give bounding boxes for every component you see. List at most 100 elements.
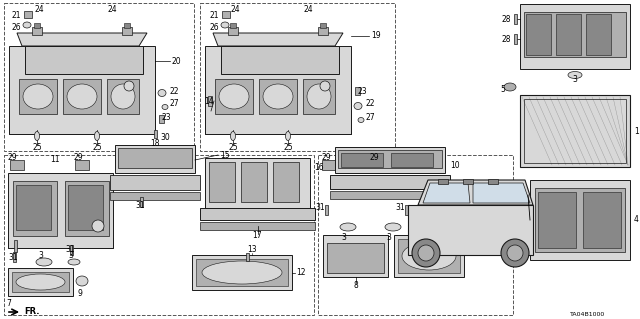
Bar	[8, 268, 73, 296]
Bar	[19, 79, 57, 114]
Bar	[327, 243, 384, 273]
Bar	[63, 79, 101, 114]
Bar	[13, 181, 57, 236]
Text: 28: 28	[502, 34, 511, 43]
Bar	[228, 27, 238, 35]
Bar	[159, 115, 164, 123]
Text: 10: 10	[450, 160, 460, 169]
Text: 7: 7	[6, 300, 11, 308]
Bar	[4, 3, 194, 151]
Bar	[68, 185, 103, 230]
Text: 15: 15	[220, 151, 230, 160]
Text: 4: 4	[634, 216, 639, 225]
Bar	[330, 191, 450, 199]
Text: 29: 29	[370, 153, 380, 162]
Bar	[70, 245, 73, 255]
Polygon shape	[473, 183, 530, 203]
Text: 31: 31	[8, 254, 18, 263]
Bar	[535, 188, 625, 252]
Bar	[65, 181, 109, 236]
Bar	[205, 158, 310, 208]
Bar	[520, 4, 630, 69]
Bar	[221, 46, 339, 74]
Ellipse shape	[221, 22, 229, 28]
Bar	[330, 175, 450, 189]
Text: 24: 24	[107, 4, 117, 13]
Bar	[530, 180, 630, 260]
Text: 21: 21	[12, 11, 22, 19]
Ellipse shape	[36, 258, 52, 266]
Text: 3: 3	[68, 251, 73, 261]
Bar	[200, 3, 395, 151]
Bar	[526, 14, 551, 55]
Bar	[583, 192, 621, 248]
Bar	[335, 147, 445, 173]
Bar	[200, 222, 315, 230]
Text: 16: 16	[314, 164, 324, 173]
Text: 27: 27	[169, 100, 179, 108]
Bar	[8, 238, 113, 248]
Bar	[215, 79, 253, 114]
Ellipse shape	[354, 102, 362, 109]
Text: 3: 3	[38, 251, 43, 261]
Bar	[246, 253, 249, 261]
Bar	[9, 46, 155, 134]
Bar	[14, 240, 17, 252]
Text: 27: 27	[365, 113, 374, 122]
Circle shape	[418, 245, 434, 261]
Bar	[488, 179, 498, 184]
Bar	[438, 179, 448, 184]
Ellipse shape	[307, 84, 331, 109]
Bar	[586, 14, 611, 55]
Bar	[209, 162, 235, 202]
Bar	[222, 11, 230, 18]
Text: 23: 23	[161, 113, 171, 122]
Ellipse shape	[111, 84, 135, 109]
Text: 24: 24	[34, 4, 44, 13]
Polygon shape	[9, 111, 155, 134]
Bar	[318, 155, 513, 315]
Bar	[34, 23, 40, 28]
Text: 21: 21	[210, 11, 220, 19]
Text: 9: 9	[78, 288, 83, 298]
Bar	[524, 12, 626, 57]
Text: TA04B1000: TA04B1000	[570, 311, 605, 316]
Bar	[394, 235, 464, 277]
Bar	[273, 162, 299, 202]
Text: 12: 12	[296, 268, 305, 277]
Bar	[118, 148, 192, 168]
Polygon shape	[213, 33, 343, 46]
Bar	[24, 11, 32, 18]
Ellipse shape	[568, 71, 582, 78]
Text: 19: 19	[371, 32, 381, 41]
Text: 17: 17	[253, 232, 262, 241]
Bar	[325, 205, 328, 215]
Text: 25: 25	[32, 143, 42, 152]
Text: 29: 29	[73, 153, 83, 162]
Bar	[556, 14, 581, 55]
Text: 13: 13	[247, 244, 257, 254]
Ellipse shape	[95, 131, 99, 140]
Bar	[405, 205, 408, 215]
Ellipse shape	[35, 131, 40, 140]
Polygon shape	[423, 183, 470, 203]
Text: 25: 25	[228, 143, 238, 152]
Circle shape	[412, 239, 440, 267]
Ellipse shape	[263, 84, 293, 109]
Text: 31: 31	[315, 204, 324, 212]
Text: 3: 3	[387, 234, 392, 242]
Bar	[12, 272, 69, 292]
Bar	[192, 255, 292, 290]
Text: 5: 5	[500, 85, 505, 93]
Text: 3: 3	[573, 75, 577, 84]
Ellipse shape	[68, 259, 80, 265]
Text: 3: 3	[342, 234, 346, 242]
Text: 29: 29	[322, 153, 332, 162]
Text: 24: 24	[303, 4, 313, 13]
Bar	[259, 79, 297, 114]
Circle shape	[507, 245, 523, 261]
Bar	[196, 259, 288, 286]
Ellipse shape	[358, 117, 364, 122]
Bar	[322, 160, 336, 170]
Text: 1: 1	[634, 127, 639, 136]
